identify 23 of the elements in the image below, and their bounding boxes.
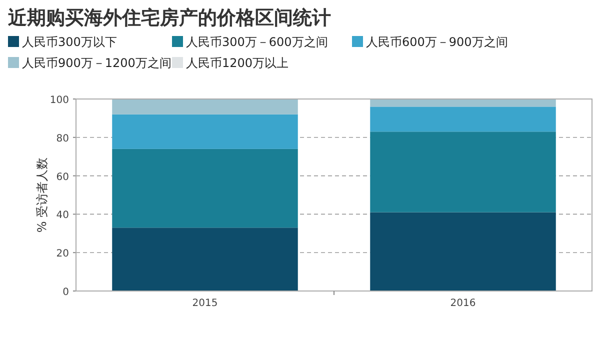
y-tick-label: 60 — [56, 172, 69, 183]
bar — [112, 99, 298, 114]
legend-label: 人民币300万－600万之间 — [186, 35, 328, 49]
bar — [112, 228, 298, 291]
bar — [112, 148, 298, 228]
y-tick-label: 0 — [62, 287, 69, 298]
y-axis-title: % 受访者人数 — [35, 157, 49, 233]
y-tick-label: 20 — [56, 248, 69, 260]
y-tick-label: 40 — [56, 210, 69, 222]
legend-label: 人民币1200万以上 — [186, 56, 289, 70]
legend-label: 人民币300万以下 — [22, 35, 117, 49]
legend-label: 人民币900万－1200万之间 — [22, 56, 172, 70]
x-tick-label: 2015 — [192, 298, 218, 309]
bar — [370, 132, 556, 212]
y-tick-label: 100 — [50, 95, 69, 106]
legend-label: 人民币600万－900万之间 — [366, 35, 508, 49]
bar — [370, 106, 556, 132]
chart-title: 近期购买海外住宅房产的价格区间统计 — [7, 7, 331, 29]
y-tick-label: 80 — [56, 133, 69, 144]
x-tick-label: 2016 — [450, 298, 476, 309]
bar — [370, 99, 556, 107]
bar — [112, 114, 298, 149]
bar — [370, 212, 556, 291]
